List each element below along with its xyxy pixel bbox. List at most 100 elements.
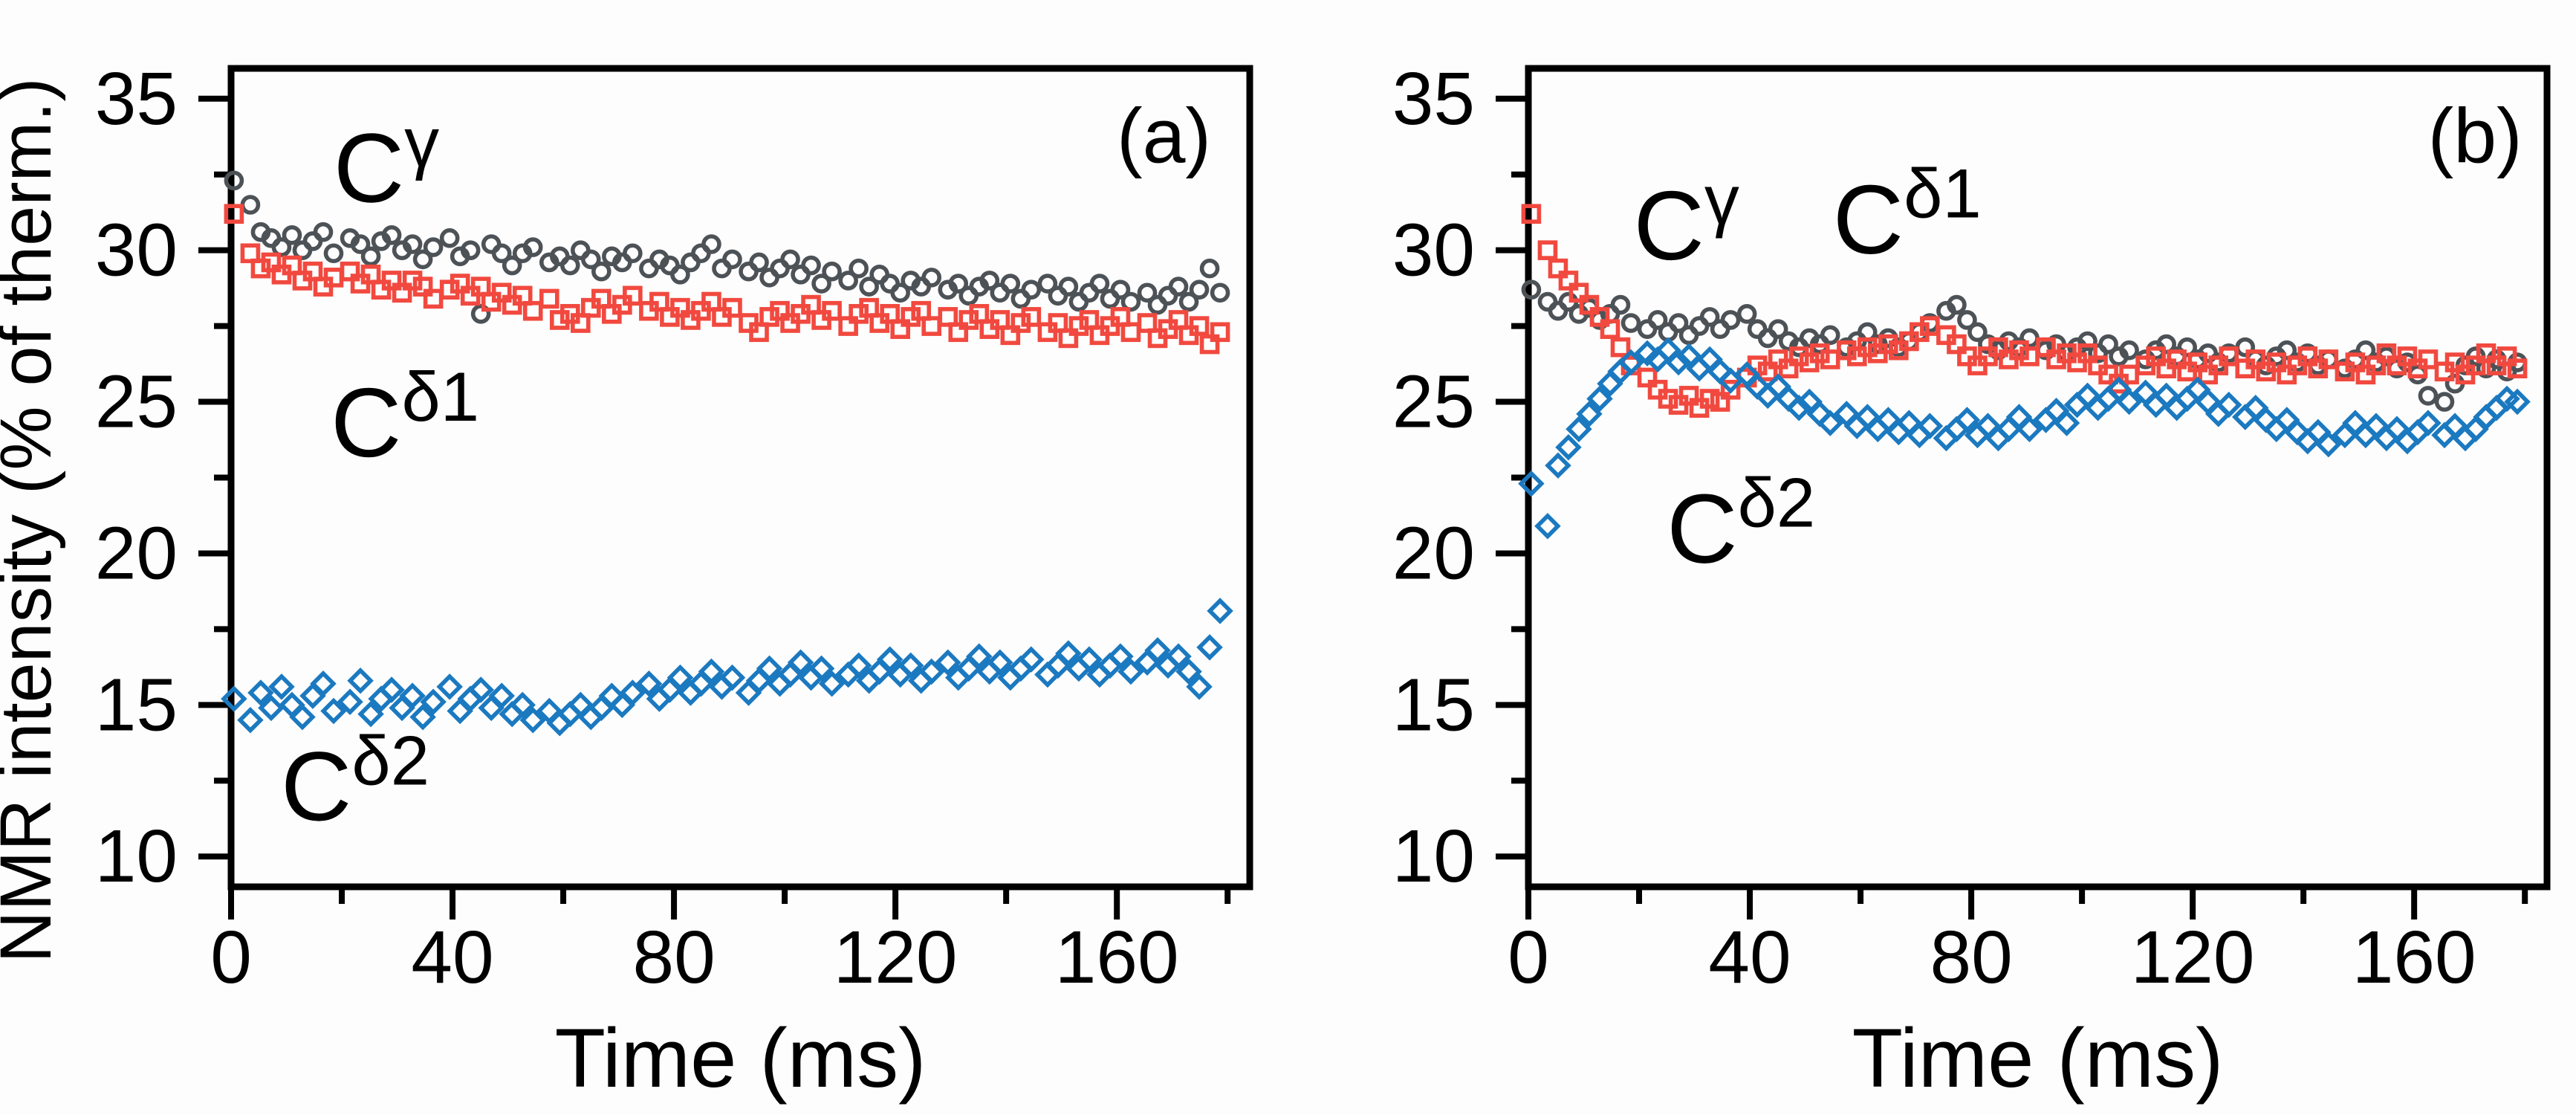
data-point-square [1021,307,1042,327]
data-point-circle [1699,307,1720,327]
data-point-circle [423,237,444,257]
data-point-square [2397,346,2418,366]
data-point-circle [581,249,601,270]
series-C-delta1 [224,204,1230,355]
data-point-square [649,291,669,312]
data-point-diamond [787,649,814,676]
data-point-diamond [2016,416,2043,443]
series-label-C-delta2: Cδ2 [281,721,429,841]
data-point-circle [439,228,460,248]
data-point-square [2507,358,2528,379]
data-point-diamond [258,694,285,722]
data-point-square [770,300,790,321]
data-point-square [2318,349,2339,369]
data-point-square [880,303,900,324]
data-point-circle [491,243,512,264]
data-point-circle [722,249,742,270]
data-point-square [2366,355,2387,375]
y-axis: 10 15 20 25 30 35 [1392,57,1528,898]
data-point-diamond [818,670,846,697]
data-point-square [591,288,611,309]
data-point-circle [1137,282,1158,303]
data-point-diamond [2053,410,2080,436]
data-point-square [1558,271,1579,291]
y-tick-label: 20 [1392,511,1475,595]
data-point-square [701,291,721,312]
data-point-circle [1967,322,1988,343]
data-point-circle [1120,291,1141,312]
data-point-diamond [1107,643,1134,670]
data-point-circle [240,195,261,215]
data-point-square [670,297,690,318]
x-axis-title: Time (ms) [555,1012,927,1105]
data-point-circle [224,170,244,191]
data-point-square [240,243,261,264]
data-point-square [1110,307,1131,327]
data-point-circle [1768,319,1788,339]
data-point-square [1720,379,1741,400]
data-point-diamond [221,685,247,712]
series-label-C-delta2: Cδ2 [1667,464,1815,584]
data-point-circle [1820,325,1840,346]
data-point-diamond [1566,416,1592,443]
data-point-diamond [1144,637,1171,664]
data-point-circle [670,264,690,285]
x-axis-title: Time (ms) [1852,1012,2224,1105]
data-point-circle [2277,340,2297,361]
data-point-square [2167,349,2187,369]
data-point-circle [2177,337,2197,358]
data-point-square [2418,349,2439,369]
data-point-circle [282,224,302,245]
y-axis-title: NMR intensity (% of therm.) [0,77,66,963]
data-point-diamond [935,649,961,676]
data-point-diamond [289,703,316,731]
data-point-square [571,313,591,333]
data-point-circle [890,282,910,303]
data-point-diamond [1634,340,1661,367]
data-point-square [749,322,769,343]
data-point-square [1000,325,1021,346]
y-tick-label: 30 [95,209,178,292]
y-tick-label: 10 [95,815,178,898]
data-point-diamond [509,691,536,719]
data-point-square [1757,361,1778,382]
data-point-circle [2434,392,2455,412]
panel-tag: (a) [1117,93,1211,179]
data-point-circle [460,240,481,260]
data-point-circle [1647,310,1668,330]
series-C-delta1 [1521,204,2528,418]
data-point-circle [350,234,371,254]
data-point-square [1189,316,1210,336]
data-point-diamond [1665,349,1692,376]
data-point-square [1947,334,1967,355]
data-point-square [539,288,559,309]
y-tick-label: 35 [95,57,178,140]
data-point-circle [470,303,491,324]
x-tick-label: 0 [210,916,252,999]
data-point-circle [360,246,381,267]
data-point-diamond [718,664,746,691]
data-point-square [859,297,879,318]
data-point-circle [1521,279,1542,300]
data-point-diamond [635,670,663,697]
data-point-square [838,316,858,336]
data-point-diamond [1916,413,1944,439]
data-point-square [1600,319,1620,339]
data-point-square [2496,346,2517,366]
data-point-diamond [1117,658,1144,685]
data-point-circle [838,271,858,291]
y-tick-label: 25 [95,361,178,444]
panel-tag: (b) [2428,93,2523,179]
data-point-square [1710,392,1730,412]
data-point-circle [2355,340,2376,361]
data-point-square [948,322,969,343]
data-point-circle [801,255,821,276]
data-point-circle [271,237,292,257]
data-point-diamond [2315,430,2342,458]
data-point-diamond [1076,646,1103,673]
y-tick-label: 25 [1392,361,1475,444]
data-point-circle [1189,279,1210,300]
data-point-square [1210,322,1230,343]
data-point-square [261,252,282,273]
